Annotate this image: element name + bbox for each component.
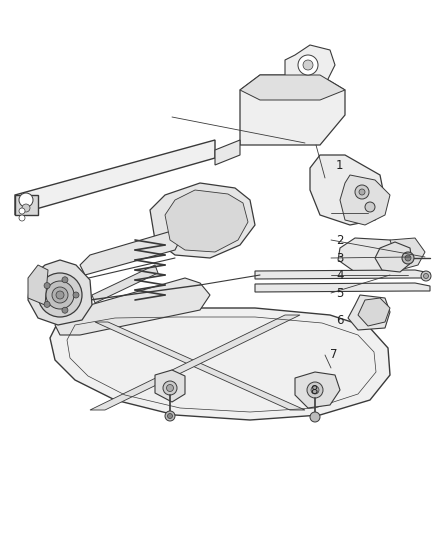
Text: 2: 2	[335, 233, 343, 246]
Circle shape	[420, 271, 430, 281]
Circle shape	[165, 411, 175, 421]
Circle shape	[167, 414, 172, 418]
Polygon shape	[357, 298, 389, 326]
Circle shape	[306, 382, 322, 398]
Text: 7: 7	[329, 349, 337, 361]
Circle shape	[38, 273, 82, 317]
Polygon shape	[284, 45, 334, 88]
Circle shape	[52, 287, 68, 303]
Polygon shape	[28, 265, 48, 305]
Circle shape	[44, 301, 50, 308]
Polygon shape	[55, 278, 209, 335]
Text: 4: 4	[335, 269, 343, 281]
Polygon shape	[90, 315, 299, 410]
Polygon shape	[92, 265, 158, 303]
Polygon shape	[215, 140, 240, 165]
Circle shape	[401, 252, 413, 264]
Polygon shape	[294, 372, 339, 408]
Circle shape	[19, 215, 25, 221]
Text: 3: 3	[335, 252, 343, 264]
Polygon shape	[339, 175, 389, 225]
Polygon shape	[165, 190, 247, 252]
Circle shape	[46, 281, 74, 309]
Circle shape	[62, 277, 68, 283]
Polygon shape	[309, 155, 384, 225]
Circle shape	[404, 255, 410, 261]
Circle shape	[22, 204, 30, 212]
Polygon shape	[28, 260, 92, 325]
Circle shape	[162, 381, 177, 395]
Circle shape	[19, 208, 25, 214]
Polygon shape	[254, 270, 429, 279]
Circle shape	[73, 292, 79, 298]
Circle shape	[56, 291, 64, 299]
Circle shape	[44, 282, 50, 288]
Circle shape	[310, 386, 318, 394]
Circle shape	[358, 189, 364, 195]
Text: 8: 8	[309, 384, 317, 397]
Polygon shape	[240, 75, 344, 100]
Polygon shape	[254, 283, 429, 292]
Polygon shape	[50, 308, 389, 420]
Polygon shape	[337, 238, 404, 278]
Text: 5: 5	[335, 287, 343, 300]
Polygon shape	[240, 75, 344, 145]
Polygon shape	[80, 230, 180, 275]
Text: 6: 6	[335, 313, 343, 327]
Polygon shape	[15, 140, 215, 215]
Text: 1: 1	[335, 158, 343, 172]
Circle shape	[309, 412, 319, 422]
Polygon shape	[347, 295, 389, 330]
Circle shape	[302, 60, 312, 70]
Polygon shape	[374, 242, 411, 272]
Circle shape	[364, 202, 374, 212]
Polygon shape	[150, 183, 254, 258]
Polygon shape	[95, 322, 304, 410]
Circle shape	[423, 273, 427, 279]
Polygon shape	[15, 195, 38, 215]
Circle shape	[166, 384, 173, 392]
Circle shape	[19, 193, 33, 207]
Circle shape	[354, 185, 368, 199]
Polygon shape	[155, 370, 184, 402]
Polygon shape	[389, 238, 424, 270]
Circle shape	[297, 55, 317, 75]
Circle shape	[62, 307, 68, 313]
